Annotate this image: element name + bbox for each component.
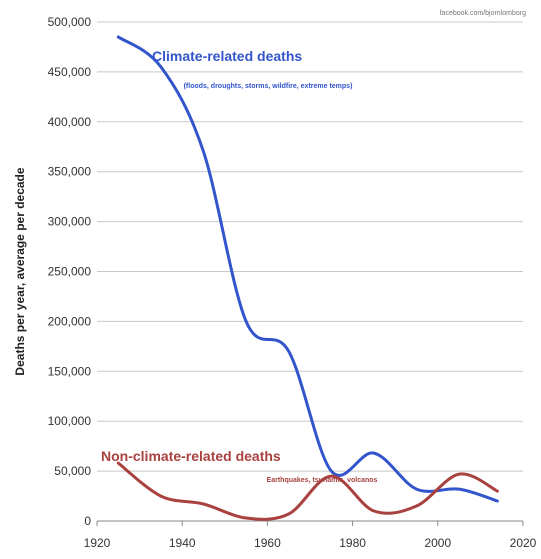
- climate-series-label: Climate-related deaths: [152, 48, 302, 64]
- y-tick-label: 350,000: [48, 165, 92, 179]
- non-climate-series-label: Non-climate-related deaths: [101, 448, 281, 464]
- y-tick-label: 0: [84, 514, 91, 528]
- y-tick-label: 450,000: [48, 65, 92, 79]
- x-tick-label: 1920: [84, 536, 111, 550]
- climate-series-note: (floods, droughts, storms, wildfire, ext…: [184, 83, 353, 90]
- x-tick-label: 2000: [424, 536, 451, 550]
- x-tick-label: 1940: [169, 536, 196, 550]
- gridlines: [97, 21, 523, 472]
- source-credit: facebook.com/bjornlomborg: [440, 10, 526, 17]
- y-tick-label: 400,000: [48, 115, 92, 129]
- non-climate-series-line: [116, 461, 499, 521]
- y-tick-label: 100,000: [48, 414, 92, 428]
- y-axis-title: Deaths per year, average per decade: [13, 167, 27, 375]
- y-tick-label: 500,000: [48, 15, 92, 29]
- y-tick-label: 150,000: [48, 364, 92, 378]
- climate-series-line: [116, 35, 499, 503]
- y-tick-label: 250,000: [48, 265, 92, 279]
- series-lines: [116, 35, 499, 521]
- non-climate-series-note: Earthquakes, tsunamis, volcanos: [267, 477, 378, 484]
- y-tick-label: 50,000: [54, 464, 91, 478]
- y-tick-label: 300,000: [48, 215, 92, 229]
- y-axis-ticks: 0 50,000 100,000 150,000 200,000 250,000 300,0…: [48, 15, 92, 528]
- y-tick-label: 200,000: [48, 314, 92, 328]
- x-tick-label: 1960: [254, 536, 281, 550]
- x-tick-label: 1980: [339, 536, 366, 550]
- x-tick-label: 2020: [510, 536, 537, 550]
- x-axis-ticks: 1920 1940 1960 1980 2000 2020: [84, 521, 537, 550]
